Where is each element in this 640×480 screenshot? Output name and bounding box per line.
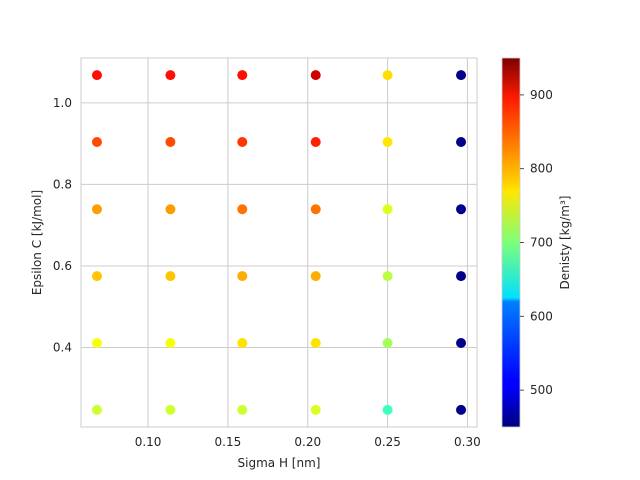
data-point [456, 404, 467, 415]
data-point [310, 338, 321, 349]
data-point [456, 136, 467, 147]
colorbar-tick-label: 500 [530, 383, 553, 397]
data-point [165, 338, 176, 349]
data-point [91, 404, 102, 415]
data-point [91, 338, 102, 349]
data-point [165, 404, 176, 415]
data-point [382, 136, 393, 147]
y-axis-label: Epsilon C [kJ/mol] [30, 190, 44, 295]
colorbar-tick-label: 700 [530, 236, 553, 250]
data-point [310, 404, 321, 415]
data-point [382, 271, 393, 282]
x-tick-label: 0.15 [215, 435, 242, 449]
y-tick-label: 1.0 [53, 96, 72, 110]
data-point [382, 204, 393, 215]
data-point [91, 136, 102, 147]
data-point [165, 204, 176, 215]
data-point [456, 338, 467, 349]
data-point [310, 271, 321, 282]
data-point [237, 271, 248, 282]
data-point [310, 70, 321, 81]
plot-area [81, 58, 477, 427]
data-point [165, 70, 176, 81]
x-tick-label: 0.25 [374, 435, 401, 449]
colorbar-tick-label: 900 [530, 88, 553, 102]
data-point [237, 338, 248, 349]
data-point [165, 136, 176, 147]
data-point [310, 204, 321, 215]
data-point [237, 70, 248, 81]
data-point [91, 271, 102, 282]
x-tick-label: 0.30 [454, 435, 481, 449]
data-point [456, 70, 467, 81]
y-tick-label: 0.4 [53, 340, 72, 354]
colorbar-ticks: 500 600 700 800 900 [520, 88, 553, 397]
data-points [91, 70, 467, 415]
data-point [91, 204, 102, 215]
data-point [456, 204, 467, 215]
x-tick-label: 0.10 [135, 435, 162, 449]
y-tick-labels: 0.4 0.6 0.8 1.0 [53, 96, 72, 355]
data-point [237, 404, 248, 415]
colorbar-tick-label: 600 [530, 309, 553, 323]
data-point [456, 271, 467, 282]
x-tick-labels: 0.10 0.15 0.20 0.25 0.30 [135, 435, 481, 449]
data-point [91, 70, 102, 81]
y-tick-label: 0.6 [53, 259, 72, 273]
colorbar-tick-label: 800 [530, 162, 553, 176]
data-point [382, 338, 393, 349]
colorbar [502, 58, 520, 427]
plot-frame [80, 57, 478, 428]
data-point [382, 404, 393, 415]
data-point [237, 136, 248, 147]
data-point [382, 70, 393, 81]
grid-lines [81, 58, 477, 427]
data-point [237, 204, 248, 215]
colorbar-label: Denisty [kg/m³] [558, 196, 572, 290]
x-tick-label: 0.20 [294, 435, 321, 449]
data-point [310, 136, 321, 147]
data-point [165, 271, 176, 282]
x-axis-label: Sigma H [nm] [238, 456, 321, 470]
y-tick-label: 0.8 [53, 177, 72, 191]
